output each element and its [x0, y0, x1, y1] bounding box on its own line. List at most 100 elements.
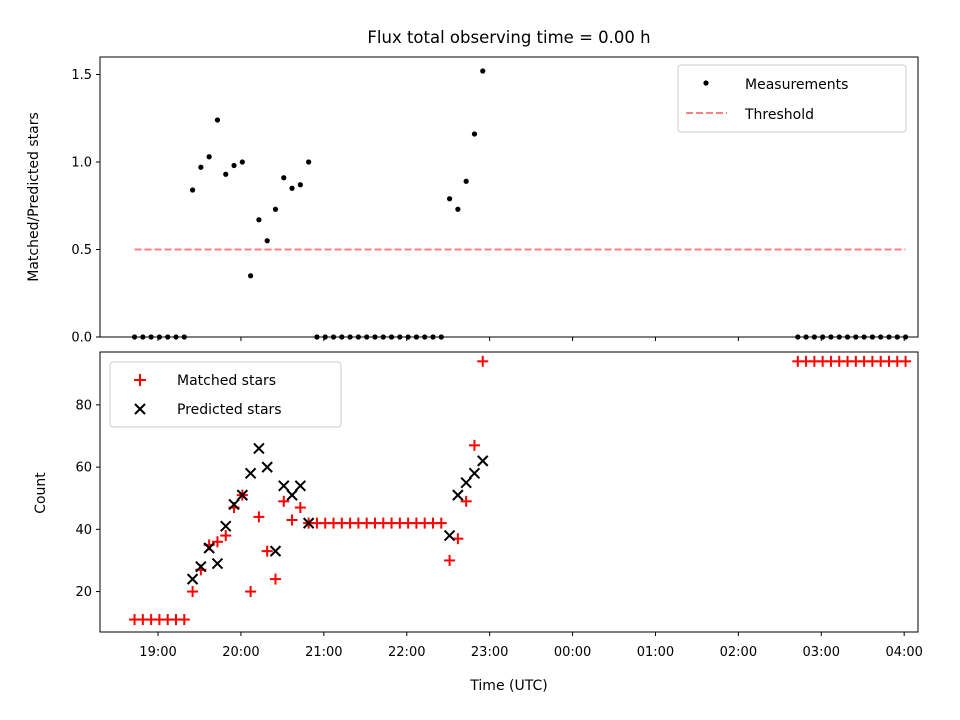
- bottom-y-tick-label: 20: [75, 585, 92, 600]
- predicted-star-point: [253, 442, 265, 455]
- measurement-point: [256, 217, 262, 223]
- measurement-point: [223, 171, 229, 177]
- measurement-point: [198, 164, 204, 170]
- measurement-point: [272, 206, 279, 212]
- measurement-point: [471, 131, 478, 137]
- legend-measurements-label: Measurements: [745, 77, 848, 93]
- predicted-star-point: [443, 529, 456, 542]
- predicted-star-point: [220, 520, 232, 532]
- predicted-star-point: [302, 517, 315, 529]
- measurement-point: [297, 182, 303, 188]
- measurement-point: [231, 162, 237, 169]
- x-tick-label: 20:00: [222, 645, 259, 660]
- bottom-legend: Matched stars Predicted stars: [109, 361, 342, 428]
- measurement-point: [206, 154, 212, 160]
- matched-star-point: [286, 514, 298, 526]
- predicted-star-point: [211, 557, 224, 570]
- measurement-point: [463, 178, 469, 184]
- x-tick-label: 01:00: [637, 645, 674, 660]
- x-tick-label: 02:00: [720, 645, 757, 660]
- predicted-star-point: [460, 476, 472, 489]
- predicted-star-point: [477, 455, 489, 467]
- matched-star-point: [460, 495, 472, 507]
- top-chart-title: Flux total observing time = 0.00 h: [367, 28, 650, 47]
- predicted-star-point: [228, 498, 240, 511]
- x-tick-label: 22:00: [388, 645, 425, 660]
- bottom-legend-box: [109, 361, 342, 428]
- top-axes-frame: [99, 56, 919, 338]
- top-y-tick-label: 1.5: [71, 68, 92, 83]
- measurement-point: [214, 117, 221, 123]
- top-y-tick-label: 0.0: [71, 331, 92, 346]
- matched-star-point: [211, 536, 223, 548]
- matched-star-point: [452, 533, 464, 545]
- x-axis-label: Time (UTC): [469, 678, 547, 694]
- predicted-star-point: [286, 489, 298, 501]
- measurement-point: [239, 159, 245, 165]
- measurement-point: [248, 273, 254, 279]
- predicted-star-point: [269, 545, 282, 557]
- predicted-star-point: [294, 480, 307, 492]
- predicted-star-point: [244, 467, 257, 480]
- bottom-x-ticks: 19:00 20:00 21:00 22:00 23:00 00:00 01:00 02:00…: [139, 632, 923, 660]
- measurement-point: [189, 187, 196, 193]
- predicted-star-point: [261, 461, 273, 473]
- matched-star-point: [220, 530, 232, 542]
- top-y-axis-label: Matched/Predicted stars: [26, 112, 42, 282]
- predicted-star-point: [186, 573, 199, 585]
- top-legend: Measurements Threshold: [677, 64, 907, 133]
- measurement-point: [306, 159, 312, 165]
- top-legend-box: [677, 64, 907, 133]
- top-y-tick-label: 1.0: [71, 156, 92, 171]
- bottom-y-tick-label: 40: [75, 523, 92, 538]
- bottom-y-tick-label: 60: [75, 461, 92, 476]
- predicted-star-point: [452, 489, 464, 501]
- x-tick-label: 03:00: [803, 645, 840, 660]
- matched-star-point: [278, 495, 290, 507]
- measurement-point: [480, 68, 486, 74]
- x-tick-label: 23:00: [471, 645, 508, 660]
- matched-star-point: [178, 614, 190, 626]
- legend-measurements-marker: [703, 80, 709, 86]
- bottom-plot-area: [129, 355, 912, 626]
- matched-star-point: [261, 545, 273, 557]
- legend-matched-marker: [134, 374, 146, 386]
- matched-star-point: [468, 439, 480, 451]
- predicted-star-point: [278, 480, 290, 492]
- bottom-axes-frame: [99, 351, 919, 633]
- x-tick-label: 21:00: [305, 645, 342, 660]
- top-y-tick-label: 0.5: [71, 243, 92, 258]
- legend-threshold-label: Threshold: [744, 107, 814, 123]
- x-tick-label: 04:00: [885, 645, 922, 660]
- predicted-star-point: [468, 467, 481, 480]
- measurement-point: [289, 185, 295, 191]
- legend-matched-label: Matched stars: [177, 373, 276, 389]
- matched-star-point: [444, 554, 456, 566]
- measurement-point: [455, 206, 461, 212]
- legend-predicted-marker: [134, 403, 146, 415]
- measurement-point: [281, 175, 287, 181]
- x-tick-label: 19:00: [139, 645, 176, 660]
- bottom-y-ticks: 20 40 60 80: [75, 398, 100, 600]
- matched-star-point: [435, 517, 447, 529]
- top-panel: Flux total observing time = 0.00 h Match…: [26, 28, 919, 346]
- top-y-ticks: 0.0 0.5 1.0 1.5: [71, 68, 100, 346]
- matched-star-point: [253, 511, 265, 523]
- matched-star-point: [245, 586, 257, 598]
- predicted-star-point: [236, 489, 249, 501]
- matched-star-point: [477, 355, 489, 367]
- bottom-panel: Count Time (UTC) 20 40 60 80 19:00 20:00 21:0…: [33, 351, 923, 694]
- matched-star-point: [294, 502, 306, 514]
- bottom-y-axis-label: Count: [33, 472, 49, 514]
- legend-predicted-label: Predicted stars: [177, 402, 282, 418]
- matched-star-point: [900, 355, 912, 367]
- matched-star-point: [187, 586, 199, 598]
- x-tick-label: 00:00: [554, 645, 591, 660]
- measurement-point: [446, 196, 453, 202]
- matched-star-point: [269, 573, 281, 585]
- predicted-star-point: [195, 560, 207, 573]
- measurement-point: [264, 238, 270, 244]
- predicted-star-point: [203, 542, 215, 554]
- bottom-y-tick-label: 80: [75, 398, 92, 413]
